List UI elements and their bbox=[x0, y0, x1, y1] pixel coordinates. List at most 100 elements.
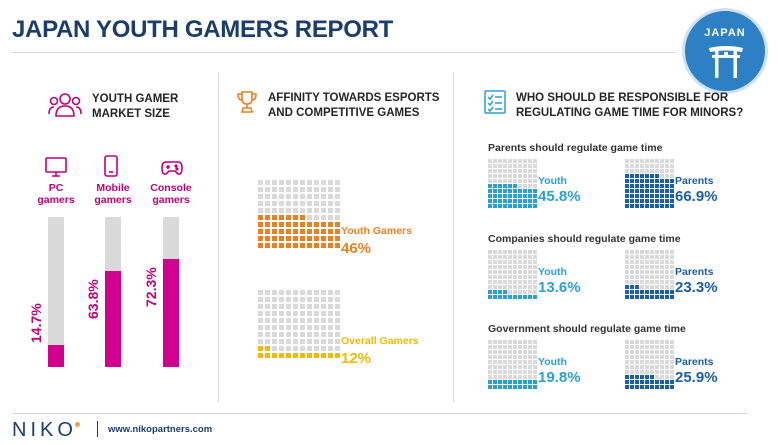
waffle-cell bbox=[258, 194, 263, 199]
waffle-cell bbox=[528, 340, 532, 344]
waffle-cell bbox=[635, 275, 639, 279]
waffle-cell bbox=[635, 189, 639, 193]
waffle-cell bbox=[645, 169, 649, 173]
waffle-cell bbox=[513, 340, 517, 344]
waffle-cell bbox=[493, 355, 497, 359]
waffle-cell bbox=[645, 350, 649, 354]
waffle-cell bbox=[630, 275, 634, 279]
waffle-cell bbox=[503, 285, 507, 289]
device-label: Mobile gamers bbox=[88, 182, 138, 206]
waffle-cell bbox=[513, 270, 517, 274]
waffle-cell bbox=[503, 270, 507, 274]
waffle-cell bbox=[640, 159, 644, 163]
waffle-cell bbox=[513, 204, 517, 208]
waffle-cell bbox=[272, 339, 277, 344]
affinity-value: 46% bbox=[341, 240, 372, 257]
waffle-cell bbox=[513, 355, 517, 359]
waffle-cell bbox=[493, 179, 497, 183]
waffle-cell bbox=[321, 290, 326, 295]
waffle-cell bbox=[321, 346, 326, 351]
waffle-cell bbox=[293, 194, 298, 199]
waffle-cell bbox=[328, 297, 333, 302]
waffle-cell bbox=[508, 204, 512, 208]
waffle-cell bbox=[533, 265, 537, 269]
waffle-cell bbox=[258, 222, 263, 227]
waffle-cell bbox=[528, 184, 532, 188]
waffle-cell bbox=[665, 189, 669, 193]
waffle-cell bbox=[265, 187, 270, 192]
waffle-cell bbox=[655, 189, 659, 193]
bar-track bbox=[163, 217, 179, 367]
waffle-cell bbox=[630, 159, 634, 163]
waffle-cell bbox=[488, 285, 492, 289]
people-group-icon bbox=[48, 93, 82, 117]
niko-logo: NIKO bbox=[12, 419, 80, 441]
waffle-cell bbox=[493, 169, 497, 173]
waffle-cell bbox=[279, 339, 284, 344]
waffle-cell bbox=[630, 184, 634, 188]
waffle-cell bbox=[508, 355, 512, 359]
waffle-cell bbox=[533, 189, 537, 193]
waffle-cell bbox=[635, 280, 639, 284]
waffle-cell bbox=[523, 265, 527, 269]
waffle-cell bbox=[533, 199, 537, 203]
waffle-cell bbox=[528, 250, 532, 254]
waffle-cell bbox=[493, 204, 497, 208]
waffle-cell bbox=[655, 380, 659, 384]
waffle-cell bbox=[493, 375, 497, 379]
waffle-cell bbox=[640, 370, 644, 374]
waffle-cell bbox=[523, 204, 527, 208]
waffle-cell bbox=[488, 380, 492, 384]
waffle-cell bbox=[640, 260, 644, 264]
waffle-cell bbox=[528, 385, 532, 389]
waffle-cell bbox=[655, 174, 659, 178]
waffle-cell bbox=[670, 350, 674, 354]
waffle-cell bbox=[635, 340, 639, 344]
waffle-cell bbox=[498, 285, 502, 289]
waffle-cell bbox=[635, 179, 639, 183]
waffle-cell bbox=[300, 208, 305, 213]
waffle-cell bbox=[272, 222, 277, 227]
waffle-cell bbox=[272, 229, 277, 234]
waffle-cell bbox=[314, 194, 319, 199]
waffle-cell bbox=[307, 180, 312, 185]
waffle-cell bbox=[625, 340, 629, 344]
waffle-cell bbox=[655, 179, 659, 183]
waffle-cell bbox=[488, 164, 492, 168]
waffle-cell bbox=[293, 236, 298, 241]
waffle-cell bbox=[518, 184, 522, 188]
waffle-cell bbox=[670, 340, 674, 344]
waffle-cell bbox=[513, 265, 517, 269]
waffle-cell bbox=[630, 340, 634, 344]
waffle-cell bbox=[307, 201, 312, 206]
waffle-cell bbox=[660, 265, 664, 269]
waffle-cell bbox=[508, 174, 512, 178]
waffle-cell bbox=[265, 339, 270, 344]
waffle-cell bbox=[635, 250, 639, 254]
waffle-cell bbox=[493, 184, 497, 188]
waffle-cell bbox=[660, 285, 664, 289]
waffle-cell bbox=[528, 380, 532, 384]
waffle-cell bbox=[635, 375, 639, 379]
waffle-cell bbox=[518, 260, 522, 264]
waffle-cell bbox=[328, 243, 333, 248]
device-label: PC gamers bbox=[31, 182, 81, 206]
waffle-cell bbox=[300, 222, 305, 227]
waffle-cell bbox=[321, 194, 326, 199]
waffle-cell bbox=[314, 311, 319, 316]
waffle-cell bbox=[655, 250, 659, 254]
waffle-cell bbox=[660, 189, 664, 193]
waffle-cell bbox=[625, 275, 629, 279]
waffle-cell bbox=[660, 375, 664, 379]
waffle-cell bbox=[665, 270, 669, 274]
waffle-cell bbox=[645, 199, 649, 203]
waffle-cell bbox=[670, 345, 674, 349]
waffle-cell bbox=[518, 199, 522, 203]
waffle-cell bbox=[513, 275, 517, 279]
waffle-cell bbox=[321, 325, 326, 330]
waffle-cell bbox=[508, 360, 512, 364]
waffle-cell bbox=[635, 270, 639, 274]
waffle-cell bbox=[655, 255, 659, 259]
waffle-cell bbox=[335, 353, 340, 358]
website-link[interactable]: www.nikopartners.com bbox=[108, 424, 213, 435]
